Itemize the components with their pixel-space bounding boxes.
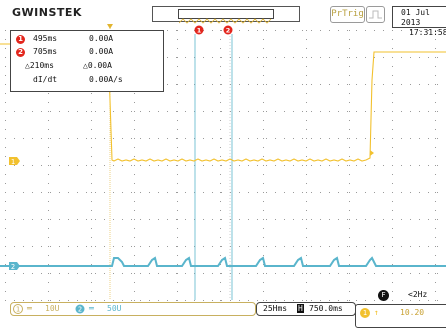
trigger-source-icon: 1	[360, 308, 370, 318]
rate-row: dI/dt 0.00A/s	[11, 75, 163, 86]
channel-scale-bar[interactable]: 1 ═ 10U 2 ═ 50U	[10, 302, 256, 316]
cursor-1-time: 495ms	[33, 34, 58, 43]
timebase-value: 25Hms	[263, 304, 288, 313]
ch1-badge-icon: 1	[13, 304, 23, 314]
trigger-status-panel[interactable]: 1 ↑ 10.20	[355, 304, 446, 328]
ch1-ground-marker-icon[interactable]: 1	[9, 157, 20, 166]
memory-window	[178, 9, 274, 24]
ch2-ground-marker-icon[interactable]: 2	[9, 262, 20, 271]
frequency-value: <2Hz	[408, 290, 428, 299]
ch2-coupling-icon: ═	[89, 304, 94, 313]
date-time-display: 01 Jul 2013 17:31:58	[392, 6, 446, 37]
rate-value: 0.00A/s	[89, 75, 123, 84]
cursor-2-icon: 2	[16, 48, 25, 57]
frequency-readout: F <2Hz	[378, 290, 446, 301]
cursor-2-row: 2 705ms 0.00A	[11, 47, 163, 58]
trigger-level-marker-icon	[370, 150, 374, 156]
ch1-scale: 10U	[45, 304, 60, 313]
delta-time: △210ms	[25, 61, 54, 70]
svg-text:2: 2	[11, 263, 15, 271]
horizontal-position-value: 750.0ms	[309, 304, 343, 313]
cursor-measurement-panel: 1 495ms 0.00A 2 705ms 0.00A △210ms △0.00…	[10, 30, 164, 92]
delta-value: △0.00A	[83, 61, 112, 70]
ch2-badge-icon: 2	[75, 304, 85, 314]
rate-label: dI/dt	[33, 75, 58, 84]
svg-text:1: 1	[16, 306, 20, 314]
trigger-slope-icon: ↑	[374, 308, 379, 317]
svg-text:2: 2	[226, 27, 231, 35]
timebase-panel[interactable]: 25Hms H 750.0ms	[256, 302, 356, 316]
svg-text:1: 1	[197, 27, 202, 35]
trigger-position-marker	[107, 24, 113, 29]
memory-overview-bar	[152, 6, 300, 24]
svg-text:2: 2	[78, 306, 82, 314]
brand-logo: GWINSTEK	[12, 6, 82, 19]
frequency-icon: F	[378, 290, 389, 301]
cursor-1-value: 0.00A	[89, 34, 114, 43]
cursor-2-time: 705ms	[33, 47, 58, 56]
ch2-waveform	[0, 256, 446, 267]
delta-row: △210ms △0.00A	[11, 61, 163, 72]
cursor-1-row: 1 495ms 0.00A	[11, 34, 163, 45]
cursor-2-badge-icon[interactable]: 2	[223, 25, 233, 35]
ch1-coupling-icon: ═	[27, 304, 32, 313]
overview-waveform-icon	[178, 18, 272, 24]
date-text: 01 Jul 2013	[401, 8, 430, 27]
trigger-level-value: 10.20	[400, 308, 425, 317]
cursor-2-value: 0.00A	[89, 47, 114, 56]
time-text: 17:31:58	[409, 28, 446, 37]
ch1-waveform	[0, 43, 446, 162]
svg-text:1: 1	[11, 158, 15, 166]
rising-edge-icon	[369, 10, 382, 19]
horizontal-position-icon: H	[297, 304, 304, 313]
ch2-scale: 50U	[107, 304, 122, 313]
cursor-1-badge-icon[interactable]: 1	[194, 25, 204, 35]
cursor-1-icon: 1	[16, 35, 25, 44]
trigger-edge-button[interactable]	[366, 6, 385, 23]
trigger-mode-button[interactable]: PrTrig	[330, 6, 365, 23]
